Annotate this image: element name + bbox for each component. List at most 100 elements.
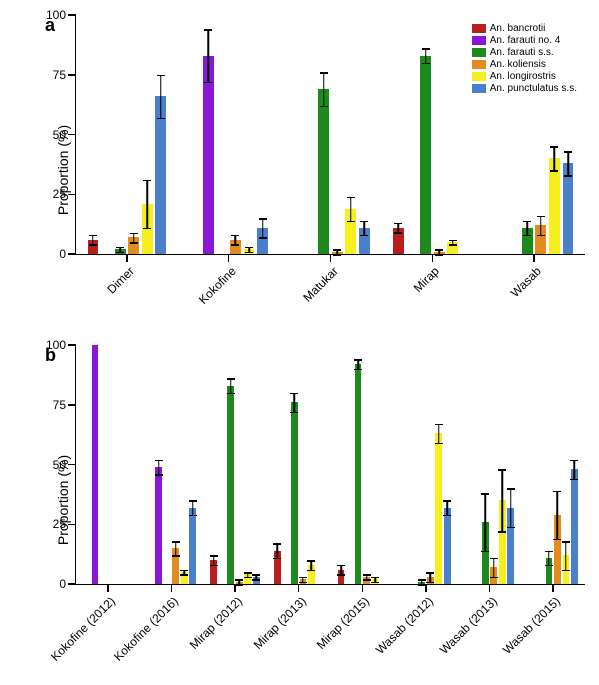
legend-swatch <box>472 48 486 57</box>
y-tick <box>68 524 76 526</box>
bar <box>549 158 560 254</box>
x-tick <box>107 584 109 592</box>
y-tick <box>68 194 76 196</box>
chart-a: 0255075100DimerKokofineMatukarMirapWasab… <box>75 15 585 255</box>
legend-swatch <box>472 24 486 33</box>
legend-item: An. koliensis <box>472 59 577 70</box>
bar <box>393 228 404 254</box>
y-tick-label: 50 <box>53 458 66 472</box>
bar <box>332 252 343 254</box>
bar <box>181 572 188 584</box>
x-tick <box>432 254 434 262</box>
bar <box>155 96 166 254</box>
bar <box>418 582 425 584</box>
bar <box>420 56 431 254</box>
chart-b: 0255075100Kokofine (2012)Kokofine (2016)… <box>75 345 585 585</box>
x-tick <box>171 584 173 592</box>
bar <box>92 345 99 584</box>
bar <box>88 240 99 254</box>
y-tick <box>68 134 76 136</box>
bar <box>274 551 281 584</box>
y-tick-label: 75 <box>53 68 66 82</box>
bar <box>563 555 570 584</box>
legend-label: An. punctulatus s.s. <box>490 83 577 94</box>
x-tick <box>362 584 364 592</box>
legend-swatch <box>472 72 486 81</box>
x-tick <box>330 254 332 262</box>
legend-swatch <box>472 84 486 93</box>
legend-swatch <box>472 60 486 69</box>
bar <box>227 386 234 584</box>
bar <box>300 579 307 584</box>
panel-a: a Proportion (%) 0255075100DimerKokofine… <box>10 15 589 325</box>
y-tick-label: 50 <box>53 128 66 142</box>
bar <box>318 89 329 254</box>
bar <box>359 228 370 254</box>
legend-label: An. bancrotii <box>490 23 546 34</box>
y-tick-label: 25 <box>53 187 66 201</box>
bar <box>363 577 370 584</box>
bar <box>355 364 362 584</box>
y-tick-label: 100 <box>46 8 66 22</box>
legend-item: An. bancrotii <box>472 23 577 34</box>
bar <box>142 204 153 254</box>
y-tick <box>68 583 76 585</box>
y-tick-label: 0 <box>59 247 66 261</box>
y-tick <box>68 253 76 255</box>
bar <box>257 228 268 254</box>
bar <box>482 522 489 584</box>
y-tick <box>68 14 76 16</box>
y-tick <box>68 404 76 406</box>
x-tick <box>126 254 128 262</box>
bar <box>563 163 574 254</box>
x-tick <box>228 254 230 262</box>
bar <box>554 515 561 584</box>
panel-b: b Proportion (%) 0255075100Kokofine (201… <box>10 345 589 655</box>
bar <box>338 570 345 584</box>
bar <box>189 508 196 584</box>
bar <box>345 209 356 254</box>
bar <box>434 252 445 254</box>
x-tick <box>489 584 491 592</box>
x-tick <box>298 584 300 592</box>
bar <box>535 225 546 254</box>
legend-label: An. farauti no. 4 <box>490 35 561 46</box>
legend-item: An. farauti s.s. <box>472 47 577 58</box>
legend-label: An. koliensis <box>490 59 546 70</box>
legend: An. bancrotiiAn. farauti no. 4An. faraut… <box>472 23 577 95</box>
y-tick-label: 25 <box>53 517 66 531</box>
bar <box>128 237 139 254</box>
legend-label: An. longirostris <box>490 71 556 82</box>
bar <box>546 558 553 584</box>
bar <box>372 579 379 584</box>
y-tick-label: 0 <box>59 577 66 591</box>
bar <box>172 548 179 584</box>
y-tick-label: 75 <box>53 398 66 412</box>
bar <box>308 565 315 584</box>
bar <box>253 577 260 584</box>
bar <box>203 56 214 254</box>
bar <box>499 500 506 584</box>
y-tick-label: 100 <box>46 338 66 352</box>
bar <box>444 508 451 584</box>
x-tick <box>533 254 535 262</box>
legend-label: An. farauti s.s. <box>490 47 554 58</box>
bar <box>291 402 298 584</box>
y-tick <box>68 464 76 466</box>
bar <box>447 242 458 254</box>
y-tick <box>68 344 76 346</box>
bar <box>435 433 442 584</box>
x-tick <box>552 584 554 592</box>
bar <box>244 249 255 254</box>
bar <box>490 567 497 584</box>
bar <box>115 249 126 254</box>
legend-item: An. punctulatus s.s. <box>472 83 577 94</box>
bar <box>522 228 533 254</box>
bar <box>571 469 578 584</box>
bar <box>236 582 243 584</box>
bar <box>210 560 217 584</box>
bar <box>244 574 251 584</box>
bar <box>230 240 241 254</box>
legend-item: An. farauti no. 4 <box>472 35 577 46</box>
y-tick <box>68 74 76 76</box>
